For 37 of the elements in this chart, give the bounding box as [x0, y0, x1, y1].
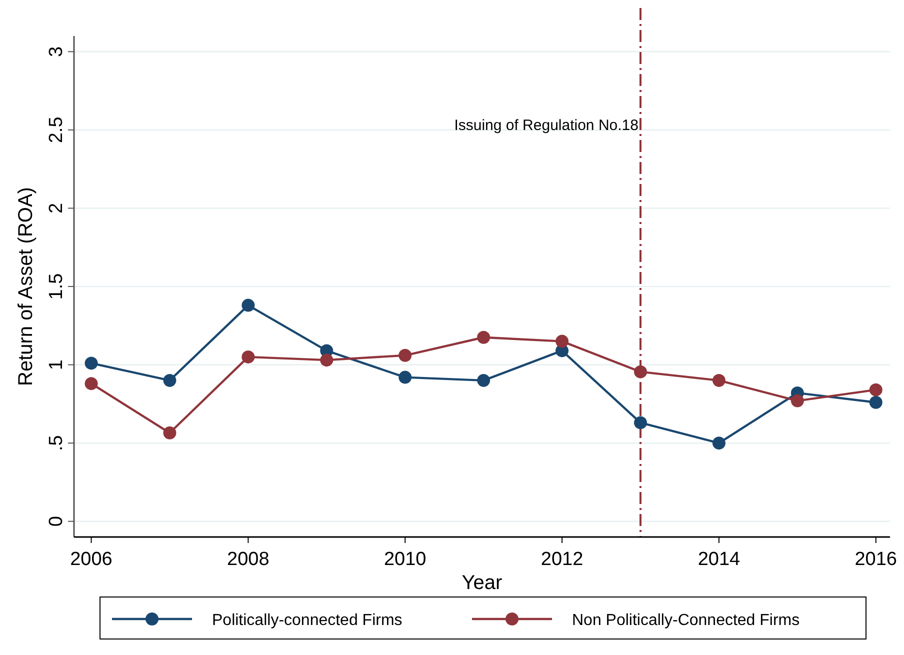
- point: [869, 383, 882, 396]
- y-tick-label: 1: [46, 359, 67, 370]
- x-tick-label: 2012: [540, 549, 584, 570]
- x-axis-title: Year: [462, 572, 503, 594]
- point: [163, 374, 176, 387]
- y-tick-label: 2.5: [46, 116, 67, 144]
- point: [398, 370, 412, 384]
- point: [477, 374, 490, 387]
- y-tick-label: 1.5: [46, 273, 67, 300]
- point: [163, 426, 176, 440]
- point: [790, 394, 804, 408]
- point: [320, 354, 334, 367]
- y-tick-label: .5: [46, 435, 67, 451]
- x-tick-label: 2010: [384, 549, 426, 570]
- point: [242, 350, 255, 364]
- point: [634, 416, 647, 430]
- point: [84, 356, 98, 370]
- legend-label: Politically-connected Firms: [212, 612, 402, 629]
- y-axis-title: Return of Asset (ROA): [15, 187, 37, 386]
- y-tick-label: 0: [46, 516, 67, 527]
- y-tick-label: 3: [46, 46, 67, 57]
- x-tick-label: 2014: [698, 549, 741, 570]
- point: [398, 348, 412, 362]
- legend-label: Non Politically-Connected Firms: [572, 612, 800, 629]
- point: [869, 396, 882, 409]
- point: [712, 374, 726, 387]
- point: [556, 334, 569, 348]
- point: [712, 436, 726, 450]
- point: [242, 298, 255, 312]
- x-tick-label: 2006: [70, 549, 112, 570]
- x-tick-label: 2008: [227, 549, 270, 570]
- ref-line-label: Issuing of Regulation No.18: [454, 116, 638, 134]
- point: [477, 330, 490, 344]
- point: [84, 377, 98, 390]
- x-tick-label: 2016: [854, 549, 898, 570]
- point: [634, 365, 647, 378]
- y-tick-label: 2: [46, 202, 67, 214]
